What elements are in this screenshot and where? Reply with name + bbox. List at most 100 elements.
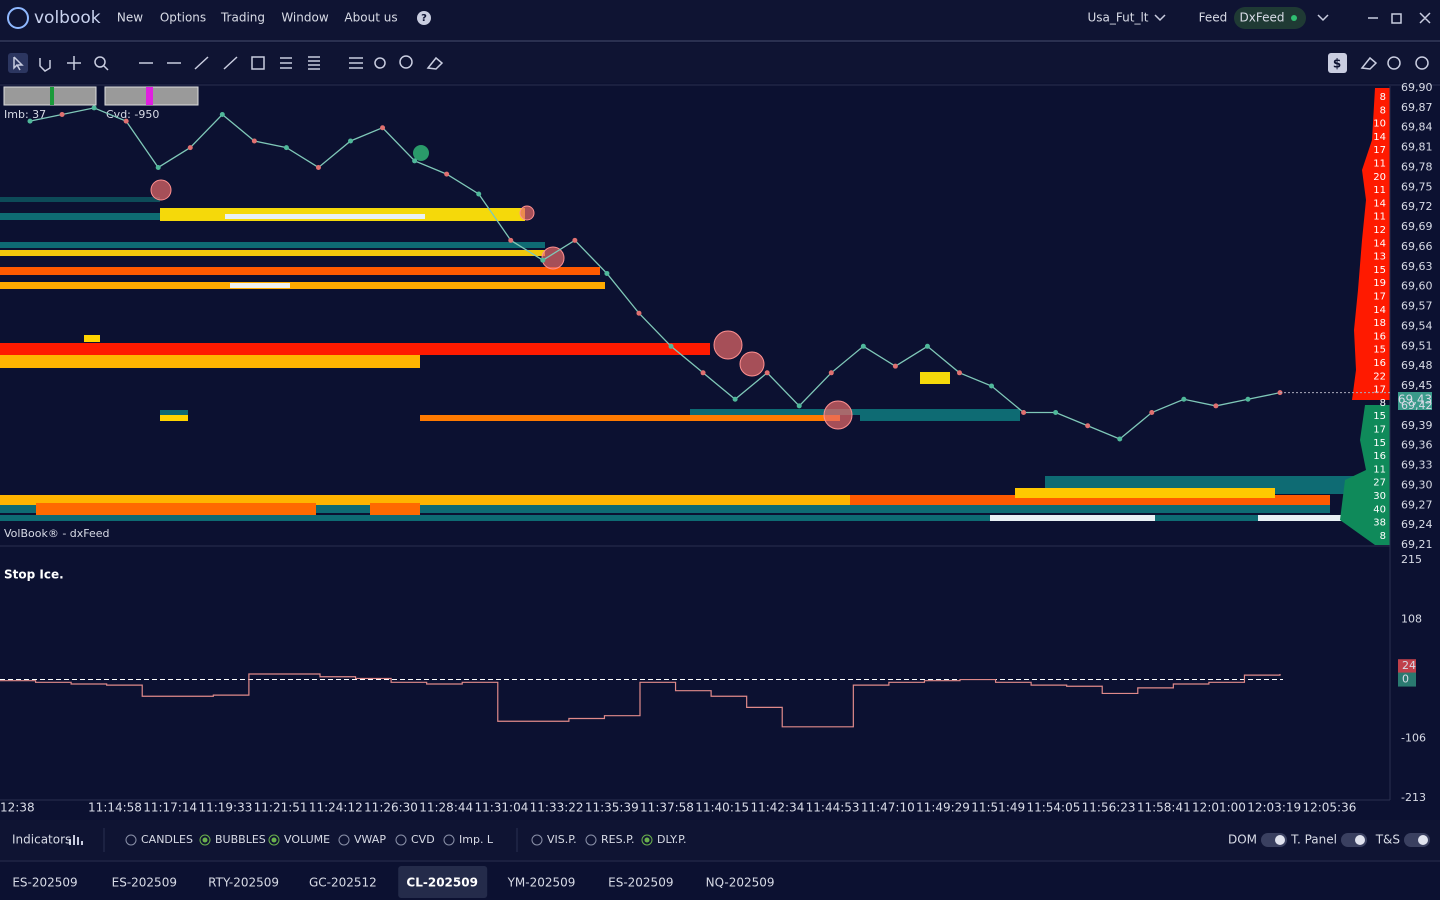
toggle-radio[interactable]: [641, 834, 653, 846]
tab-active[interactable]: [398, 866, 488, 898]
price-label: 69,27: [1401, 498, 1433, 511]
indicator-marker-box: [1398, 659, 1416, 674]
profile-label: 11: [1373, 185, 1386, 196]
menu-item[interactable]: ?: [421, 13, 427, 24]
tab[interactable]: YM-202509: [507, 876, 576, 890]
menu-item[interactable]: Window: [281, 11, 329, 25]
time-label: 11:44:53: [806, 801, 860, 815]
time-label: 11:54:05: [1026, 801, 1080, 815]
menu-item[interactable]: About us: [344, 11, 397, 25]
switch-knob: [1275, 835, 1285, 845]
current-price-box: [1398, 392, 1432, 410]
toggle-label[interactable]: VOLUME: [284, 833, 330, 846]
account[interactable]: Usa_Fut_lt: [1088, 11, 1149, 25]
time-label: 11:56:23: [1082, 801, 1136, 815]
tab[interactable]: ES-202509: [112, 876, 177, 890]
toggle-label[interactable]: CANDLES: [141, 833, 193, 846]
toggle-radio[interactable]: [268, 834, 280, 846]
tab[interactable]: RTY-202509: [208, 876, 279, 890]
time-label: 11:40:15: [695, 801, 749, 815]
price-label: 69,42: [1401, 399, 1433, 412]
tab[interactable]: ES-202509: [608, 876, 673, 890]
price-dot: [668, 343, 674, 349]
profile-label: 14: [1373, 238, 1386, 249]
price-label: 69,78: [1401, 160, 1433, 173]
profile-label: 8: [1380, 105, 1386, 116]
price-label: 69,84: [1401, 121, 1433, 134]
toggle-radio[interactable]: [199, 834, 211, 846]
price-dot: [380, 125, 386, 131]
profile-label: 14: [1373, 132, 1386, 143]
price-label: 69,48: [1401, 359, 1433, 372]
tab[interactable]: CL-202509: [406, 876, 478, 890]
price-dot: [508, 237, 514, 243]
price-dot: [828, 370, 834, 376]
feed-status: [1291, 15, 1297, 21]
indicator-marker: 0: [1402, 673, 1409, 686]
bottom-bar: [0, 820, 1440, 860]
tab[interactable]: NQ-202509: [706, 876, 775, 890]
price-dot: [1245, 396, 1251, 402]
switch-knob: [1355, 835, 1365, 845]
switch-label: DOM: [1228, 833, 1257, 847]
price-dot: [956, 370, 962, 376]
price-label: 69,51: [1401, 339, 1433, 352]
imb-marker: [50, 87, 54, 105]
time-label: 11:14:58: [88, 801, 142, 815]
profile-label: 15: [1373, 411, 1386, 422]
toggle-radio[interactable]: [125, 834, 137, 846]
bubble: [413, 145, 429, 161]
bubbles: [150, 179, 853, 430]
profile-label: 19: [1373, 278, 1386, 289]
dollar-button[interactable]: [1328, 53, 1347, 73]
toggle-label[interactable]: RES.P.: [601, 833, 635, 846]
profile-label: 16: [1373, 451, 1386, 462]
time-label: 11:33:22: [530, 801, 584, 815]
tab[interactable]: ES-202509: [12, 876, 77, 890]
toggle-radio[interactable]: [585, 834, 597, 846]
toggle-label[interactable]: BUBBLES: [215, 833, 266, 846]
toggle-radio[interactable]: [338, 834, 350, 846]
toggle-label[interactable]: VWAP: [354, 833, 386, 846]
toggle-radio[interactable]: [395, 834, 407, 846]
time-label: 12:05:36: [1302, 801, 1356, 815]
price-dot: [989, 383, 995, 389]
time-label: 12:03:19: [1247, 801, 1301, 815]
profile-label: 12: [1373, 225, 1386, 236]
volume-profile: [1340, 88, 1390, 545]
price-label: 69,87: [1401, 101, 1433, 114]
price-dot: [348, 138, 354, 144]
price-dot: [796, 403, 802, 409]
feed-pill[interactable]: [1234, 7, 1306, 29]
toggle-radio[interactable]: [531, 834, 543, 846]
price-dot: [219, 111, 225, 117]
toggle-label[interactable]: DLY.P.: [657, 833, 687, 846]
tab[interactable]: GC-202512: [309, 876, 377, 890]
indicator-tick-label: -213: [1401, 791, 1426, 804]
time-label: 12:01:00: [1192, 801, 1246, 815]
tool-active[interactable]: [8, 53, 28, 73]
price-dot: [572, 237, 578, 243]
price-dot: [59, 111, 65, 117]
toggle-label[interactable]: CVD: [411, 833, 435, 846]
toggle-label[interactable]: VIS.P.: [547, 833, 577, 846]
price-label: 69,69: [1401, 220, 1433, 233]
help-icon-bg: [417, 11, 431, 25]
time-label: 11:51:49: [971, 801, 1025, 815]
menu-item[interactable]: Trading: [220, 11, 265, 25]
indicators-button[interactable]: Indicators: [12, 833, 71, 847]
menu-item[interactable]: New: [117, 11, 143, 25]
time-label: 11:58:41: [1137, 801, 1191, 815]
price-dot: [604, 270, 610, 276]
menu-item[interactable]: Options: [160, 11, 206, 25]
price-label: 69,63: [1401, 260, 1433, 273]
indicator-marker: 24: [1402, 659, 1416, 672]
toggle-label[interactable]: Imp. L: [459, 833, 494, 846]
time-label: 11:47:10: [861, 801, 915, 815]
time-label: 12:38: [0, 801, 35, 815]
toolbar-icons: [13, 12, 1431, 72]
toggle-radio[interactable]: [443, 834, 455, 846]
profile-label: 20: [1373, 172, 1386, 183]
